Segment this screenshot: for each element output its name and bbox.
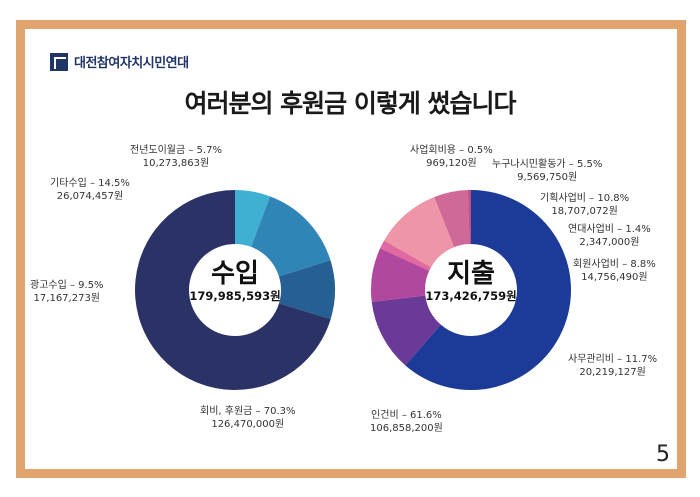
income-label-carryover-amount: 10,273,863원	[142, 158, 210, 169]
org-name: 대전참여자치시민연대	[74, 56, 189, 71]
income-label-dues-name: 회비, 후원금 – 70.3%	[200, 406, 296, 417]
expense-label-meeting: 사업회비용 – 0.5% 969,120원	[410, 144, 493, 170]
expense-label-personnel-amount: 106,858,200원	[370, 423, 443, 434]
income-label-ads-name: 광고수입 – 9.5%	[30, 280, 104, 291]
income-label-other-amount: 26,074,457원	[56, 191, 124, 202]
income-label-ads: 광고수입 – 9.5% 17,167,273원	[30, 279, 104, 305]
expense-slice-planning	[384, 196, 455, 268]
income-slice-ads	[278, 260, 335, 320]
income-label-carryover-name: 전년도이월금 – 5.7%	[130, 145, 222, 156]
expense-label-meeting-name: 사업회비용 – 0.5%	[410, 145, 493, 156]
income-donut-chart	[135, 190, 335, 390]
org-logo: 대전참여자치시민연대	[50, 52, 189, 71]
income-label-other-name: 기타수입 – 14.5%	[50, 178, 130, 189]
income-chart-total: 179,985,593원	[189, 289, 280, 303]
income-label-carryover: 전년도이월금 – 5.7% 10,273,863원	[130, 144, 222, 170]
expense-chart-title: 지출	[447, 259, 495, 289]
income-label-ads-amount: 17,167,273원	[33, 293, 101, 304]
expense-slice-meeting	[467, 190, 471, 245]
income-slice-dues	[135, 190, 331, 390]
expense-label-citizen-name: 누구나시민활동가 – 5.5%	[492, 159, 603, 170]
expense-label-planning-name: 기획사업비 – 10.8%	[540, 193, 630, 204]
income-label-dues: 회비, 후원금 – 70.3% 126,470,000원	[200, 405, 295, 431]
expense-label-solidarity-name: 연대사업비 – 1.4%	[568, 224, 651, 235]
expense-label-personnel-name: 인건비 – 61.6%	[371, 410, 442, 421]
page-number: 5	[656, 442, 670, 467]
slide-frame	[16, 20, 686, 478]
expense-label-planning-amount: 18,707,072원	[551, 206, 618, 217]
income-label-dues-amount: 126,470,000원	[211, 419, 285, 430]
expense-label-member: 회원사업비 – 8.8% 14,756,490원	[573, 258, 656, 284]
income-slice-carryover	[235, 190, 271, 247]
expense-label-member-name: 회원사업비 – 8.8%	[573, 259, 656, 270]
org-logo-icon	[50, 52, 68, 71]
expense-label-member-amount: 14,756,490원	[581, 272, 648, 283]
expense-slice-solidarity	[380, 240, 432, 271]
expense-slice-office	[371, 295, 441, 366]
income-chart-title: 수입	[211, 259, 259, 289]
expense-chart-total: 173,426,759원	[425, 289, 516, 303]
expense-label-solidarity: 연대사업비 – 1.4% 2,347,000원	[568, 223, 651, 249]
expense-label-planning: 기획사업비 – 10.8% 18,707,072원	[540, 192, 629, 218]
expense-label-citizen: 누구나시민활동가 – 5.5% 9,569,750원	[492, 158, 602, 184]
income-label-other: 기타수입 – 14.5% 26,074,457원	[50, 177, 130, 203]
expense-label-meeting-amount: 969,120원	[426, 158, 477, 169]
expense-label-office-amount: 20,219,127원	[579, 367, 646, 378]
expense-label-office: 사무관리비 – 11.7% 20,219,127원	[568, 353, 657, 379]
expense-label-citizen-amount: 9,569,750원	[517, 172, 578, 183]
income-slice-other	[251, 196, 331, 277]
expense-label-solidarity-amount: 2,347,000원	[579, 237, 640, 248]
expense-slice-personnel	[405, 190, 572, 391]
expense-donut-chart	[371, 190, 572, 391]
expense-slice-member	[371, 248, 430, 303]
slide-title: 여러분의 후원금 이렇게 썼습니다	[184, 89, 516, 118]
expense-label-office-name: 사무관리비 – 11.7%	[568, 354, 658, 365]
expense-label-personnel: 인건비 – 61.6% 106,858,200원	[370, 409, 443, 435]
expense-slice-citizen	[434, 190, 470, 248]
